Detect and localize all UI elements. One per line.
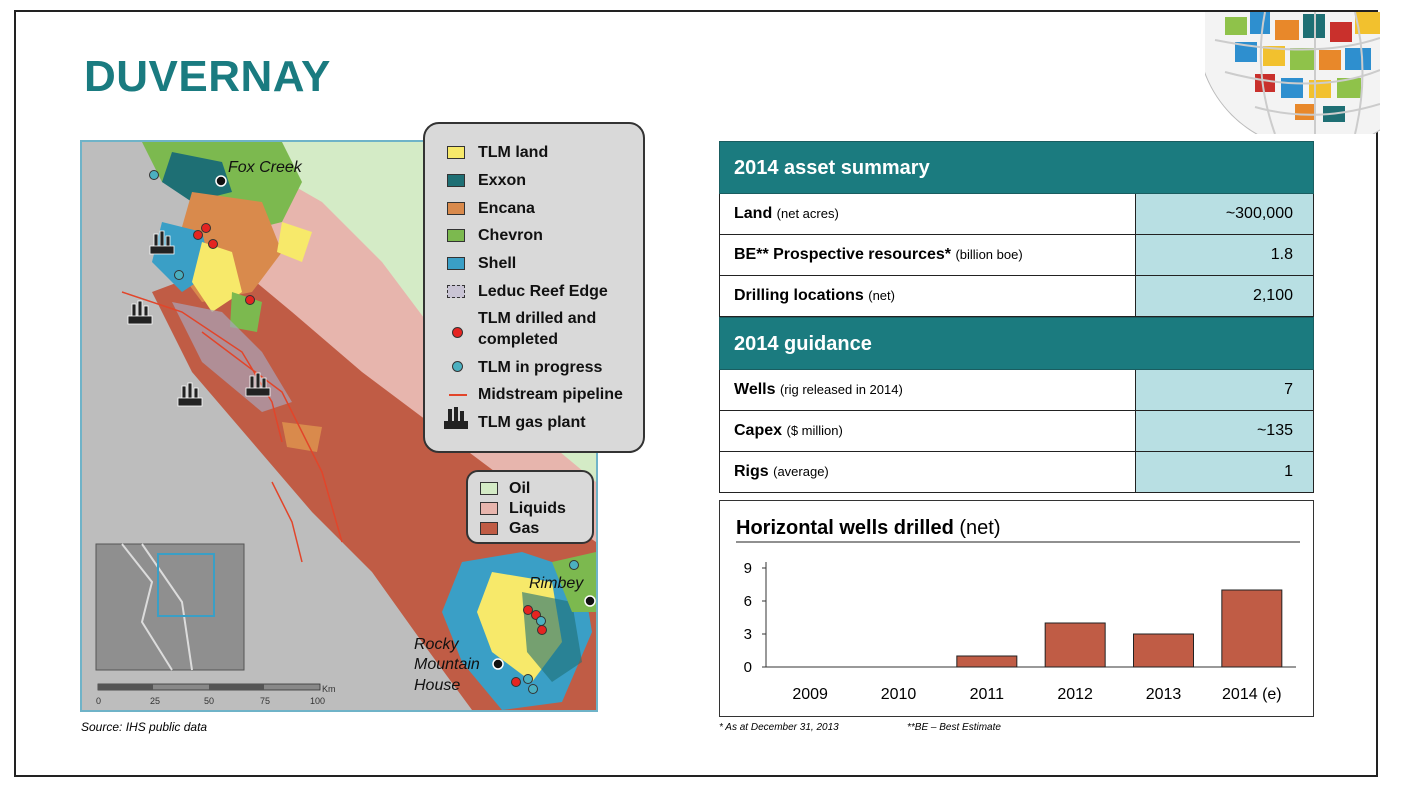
drilled-marker-icon — [452, 327, 463, 338]
chart-title: Horizontal wells drilled (net) — [736, 517, 1001, 539]
footnote-be: **BE – Best Estimate — [907, 722, 1001, 733]
row-label: Drilling locations (net) — [720, 276, 1136, 316]
legend-label: Oil — [509, 480, 531, 497]
place-label: Rocky — [414, 636, 459, 653]
legend-swatch — [447, 146, 465, 159]
zone-legend: Oil Liquids Gas — [466, 470, 594, 544]
row-value: 2,100 — [1136, 276, 1313, 316]
row-value: 1 — [1136, 452, 1313, 492]
x-tick-label: 2011 — [970, 686, 1005, 703]
x-tick-label: 2010 — [881, 686, 917, 703]
row-label: Land (net acres) — [720, 194, 1136, 234]
slide-frame — [14, 10, 1378, 777]
table-row: BE** Prospective resources* (billion boe… — [719, 235, 1314, 276]
table-row: Drilling locations (net) 2,100 — [719, 276, 1314, 317]
legend-label: TLM drilled and — [478, 310, 597, 327]
chart-bar — [1221, 589, 1283, 668]
chart-canvas: 0 3 6 9 2009 2010 2011 2012 2013 2014 (e) — [736, 541, 1300, 703]
legend-swatch — [480, 482, 498, 495]
legend-label: Liquids — [509, 500, 566, 517]
map-legend: TLM land Exxon Encana Chevron Shell Ledu… — [423, 122, 645, 453]
page-title: DUVERNAY — [84, 52, 331, 101]
place-label: Fox Creek — [228, 159, 302, 176]
x-tick-label: 2014 (e) — [1222, 686, 1282, 703]
row-value: 1.8 — [1136, 235, 1313, 275]
scale-tick: 75 — [260, 696, 270, 706]
y-tick-label: 9 — [744, 560, 752, 577]
y-tick-label: 6 — [744, 593, 752, 610]
row-label: Rigs (average) — [720, 452, 1136, 492]
legend-label: TLM land — [478, 144, 549, 161]
globe-logo — [1205, 12, 1380, 134]
table-row: Capex ($ million) ~135 — [719, 411, 1314, 452]
row-value: 7 — [1136, 370, 1313, 410]
x-tick-label: 2013 — [1146, 686, 1182, 703]
legend-swatch — [480, 502, 498, 515]
x-tick-label: 2012 — [1057, 686, 1093, 703]
row-label: BE** Prospective resources* (billion boe… — [720, 235, 1136, 275]
table-row: Wells (rig released in 2014) 7 — [719, 370, 1314, 411]
in-progress-marker-icon — [452, 361, 463, 372]
asset-summary-header: 2014 asset summary — [719, 141, 1314, 194]
y-tick-label: 0 — [744, 659, 752, 676]
legend-swatch — [480, 522, 498, 535]
chart-bar — [1133, 633, 1194, 668]
row-value: ~300,000 — [1136, 194, 1313, 234]
legend-swatch — [447, 229, 465, 242]
scale-tick: 0 — [96, 696, 101, 706]
legend-label: Chevron — [478, 227, 543, 244]
wells-chart: Horizontal wells drilled (net) 0 3 6 9 2009 2… — [719, 500, 1314, 717]
duvernay-map: 0 25 50 75 100 Km — [80, 140, 598, 712]
legend-swatch — [447, 202, 465, 215]
legend-label: Encana — [478, 200, 535, 217]
scale-tick: 50 — [204, 696, 214, 706]
asset-table: 2014 asset summary Land (net acres) ~300… — [719, 141, 1314, 493]
place-label: Mountain — [414, 656, 480, 673]
legend-swatch — [447, 285, 465, 298]
footnote-asof: * As at December 31, 2013 — [719, 722, 839, 733]
chart-bar — [1044, 622, 1106, 668]
legend-label: completed — [478, 331, 559, 348]
row-label: Wells (rig released in 2014) — [720, 370, 1136, 410]
legend-swatch — [447, 257, 465, 270]
legend-label: TLM in progress — [478, 359, 603, 376]
scale-unit: Km — [322, 684, 336, 694]
legend-label: Shell — [478, 255, 517, 272]
guidance-header: 2014 guidance — [719, 317, 1314, 370]
place-label: House — [414, 677, 461, 694]
legend-swatch — [447, 174, 465, 187]
legend-label: Leduc Reef Edge — [478, 283, 608, 300]
gas-plant-icon — [443, 407, 469, 436]
y-tick-label: 3 — [744, 626, 752, 643]
legend-label: Midstream pipeline — [478, 386, 623, 403]
chart-bar — [956, 655, 1018, 668]
scale-tick: 100 — [310, 696, 325, 706]
place-label: Rimbey — [529, 575, 584, 592]
pipeline-line-icon — [449, 394, 467, 396]
x-tick-label: 2009 — [792, 686, 828, 703]
table-row: Rigs (average) 1 — [719, 452, 1314, 493]
table-row: Land (net acres) ~300,000 — [719, 194, 1314, 235]
row-value: ~135 — [1136, 411, 1313, 451]
legend-label: Gas — [509, 520, 540, 537]
map-source: Source: IHS public data — [81, 720, 208, 734]
legend-label: TLM gas plant — [478, 414, 586, 431]
scale-tick: 25 — [150, 696, 160, 706]
legend-label: Exxon — [478, 172, 527, 189]
row-label: Capex ($ million) — [720, 411, 1136, 451]
